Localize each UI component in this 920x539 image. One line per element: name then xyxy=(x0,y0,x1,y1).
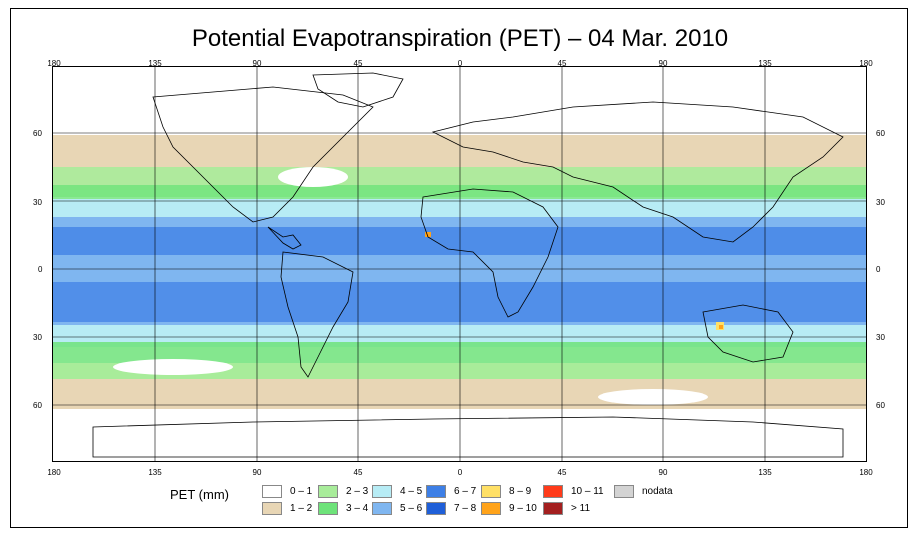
lon-tick-bottom: 135 xyxy=(148,468,162,477)
band-6-7-south xyxy=(53,282,866,322)
band-1-2-south xyxy=(53,379,866,409)
map-title: Potential Evapotranspiration (PET) – 04 … xyxy=(191,25,729,52)
legend-label: 6 – 7 xyxy=(454,486,477,497)
africa-outline xyxy=(420,188,559,318)
legend-swatch xyxy=(372,485,392,498)
graticule xyxy=(53,67,866,461)
north-america-outline xyxy=(152,86,374,223)
lat-tick-right: 60 xyxy=(876,129,885,138)
lat-tick-left: 60 xyxy=(33,401,42,410)
lon-tick-top: 45 xyxy=(353,59,363,68)
legend-title: PET (mm) xyxy=(170,487,229,502)
legend-label: 10 – 11 xyxy=(571,486,604,497)
greenland-outline xyxy=(312,72,404,108)
eurasia-outline xyxy=(431,101,844,243)
lon-tick-top: 45 xyxy=(557,59,567,68)
patch-white xyxy=(278,167,348,187)
antarctica-outline xyxy=(92,416,844,458)
legend-label: 2 – 3 xyxy=(346,486,369,497)
lat-tick-left: 30 xyxy=(33,198,42,207)
lon-tick-bottom: 0 xyxy=(457,468,463,477)
legend-label: 9 – 10 xyxy=(509,503,537,514)
lon-tick-top: 180 xyxy=(47,59,61,68)
legend-swatch xyxy=(543,485,563,498)
lon-tick-top: 135 xyxy=(758,59,772,68)
lat-tick-left: 60 xyxy=(33,129,42,138)
legend-label: 5 – 6 xyxy=(400,503,423,514)
map-canvas xyxy=(53,67,866,461)
legend-swatch xyxy=(318,502,338,515)
lon-tick-top: 135 xyxy=(148,59,162,68)
patch-white xyxy=(113,359,233,375)
lat-tick-right: 30 xyxy=(876,333,885,342)
lon-tick-top: 0 xyxy=(457,59,463,68)
legend-label: nodata xyxy=(642,486,673,497)
legend-swatch xyxy=(372,502,392,515)
lon-tick-top: 180 xyxy=(859,59,873,68)
australia-outline xyxy=(702,304,794,363)
lon-tick-bottom: 135 xyxy=(758,468,772,477)
legend-label: 7 – 8 xyxy=(454,503,477,514)
lon-tick-bottom: 90 xyxy=(658,468,668,477)
legend-swatch xyxy=(481,485,501,498)
south-america-outline xyxy=(280,251,354,378)
coastlines xyxy=(92,72,844,458)
legend-swatch xyxy=(481,502,501,515)
lon-tick-top: 90 xyxy=(252,59,262,68)
lat-tick-right: 60 xyxy=(876,401,885,410)
lon-tick-bottom: 45 xyxy=(353,468,363,477)
legend-label: 1 – 2 xyxy=(290,503,313,514)
lat-tick-right: 0 xyxy=(876,265,881,274)
lon-tick-bottom: 90 xyxy=(252,468,262,477)
legend-swatch xyxy=(426,502,446,515)
lon-tick-top: 90 xyxy=(658,59,668,68)
lat-tick-left: 30 xyxy=(33,333,42,342)
world-pet-map xyxy=(52,66,867,462)
lat-tick-left: 0 xyxy=(38,265,43,274)
legend-label: 8 – 9 xyxy=(509,486,532,497)
central-america-outline xyxy=(267,226,302,250)
legend-swatch xyxy=(426,485,446,498)
lon-tick-bottom: 180 xyxy=(859,468,873,477)
legend-label: 0 – 1 xyxy=(290,486,313,497)
legend-label: 3 – 4 xyxy=(346,503,369,514)
legend-swatch xyxy=(262,485,282,498)
lon-tick-bottom: 180 xyxy=(47,468,61,477)
patch-white xyxy=(598,389,708,405)
hotspot-australia-core xyxy=(719,325,723,329)
legend-label: > 11 xyxy=(571,503,590,514)
legend-label: 4 – 5 xyxy=(400,486,423,497)
legend-swatch xyxy=(318,485,338,498)
lon-tick-bottom: 45 xyxy=(557,468,567,477)
legend-swatch xyxy=(543,502,563,515)
hotspot-west-africa xyxy=(425,232,431,237)
legend-swatch xyxy=(262,502,282,515)
lat-tick-right: 30 xyxy=(876,198,885,207)
legend-swatch xyxy=(614,485,634,498)
